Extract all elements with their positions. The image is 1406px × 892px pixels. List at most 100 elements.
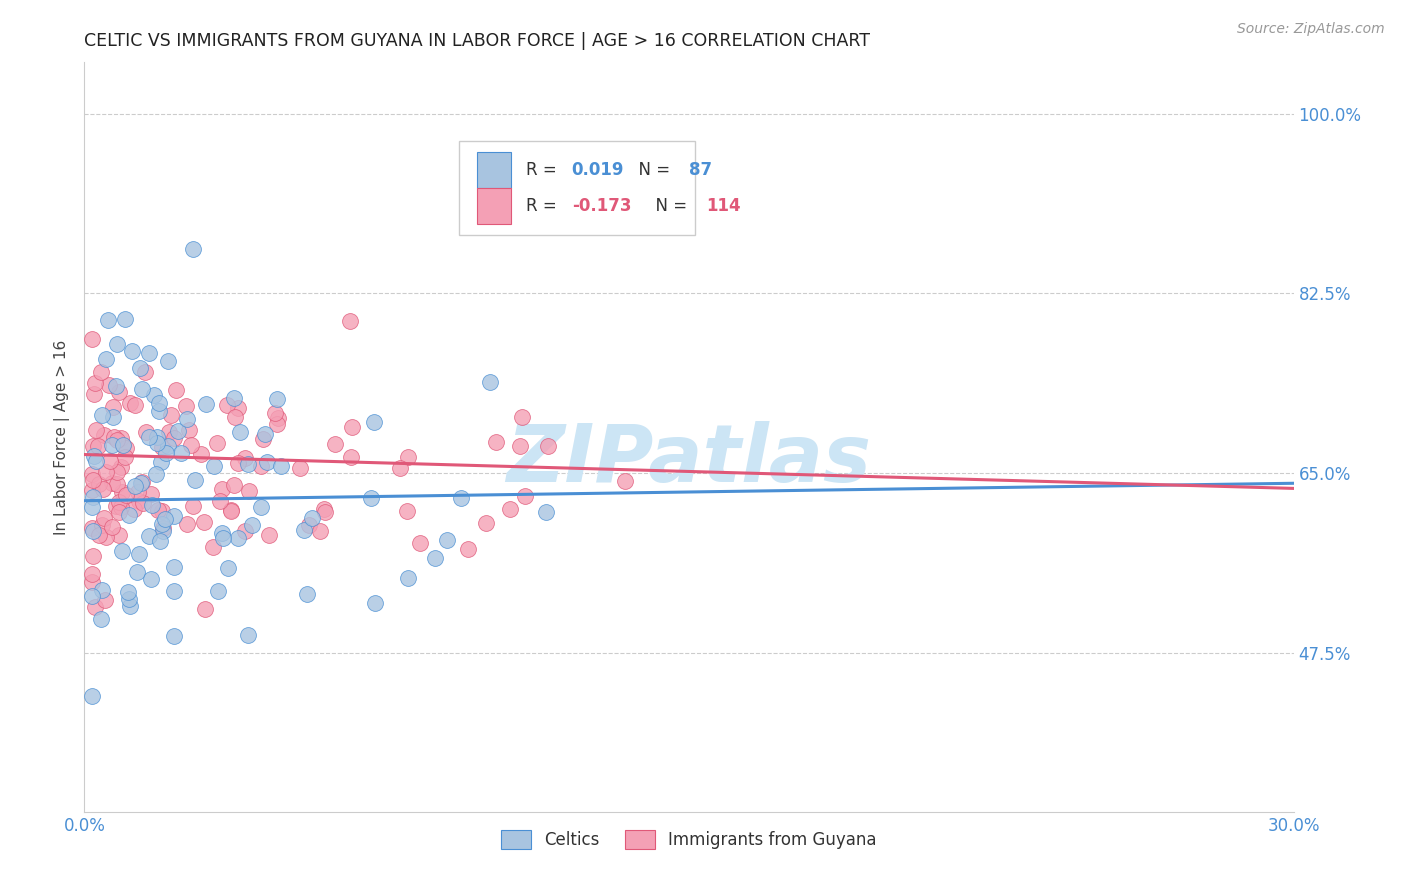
Point bbox=[450, 491, 472, 506]
Point bbox=[84, 376, 107, 390]
Point bbox=[138, 345, 160, 359]
Text: CELTIC VS IMMIGRANTS FROM GUYANA IN LABOR FORCE | AGE > 16 CORRELATION CHART: CELTIC VS IMMIGRANTS FROM GUYANA IN LABO… bbox=[84, 32, 870, 50]
Point bbox=[292, 523, 315, 537]
Point bbox=[139, 572, 162, 586]
Point bbox=[148, 503, 170, 517]
Point bbox=[162, 431, 184, 445]
Point bbox=[537, 439, 560, 453]
Point bbox=[157, 425, 180, 439]
Point bbox=[121, 344, 143, 359]
Point bbox=[114, 312, 136, 326]
Point bbox=[409, 535, 432, 549]
Point bbox=[250, 459, 273, 474]
Point bbox=[250, 500, 273, 515]
Point bbox=[93, 511, 115, 525]
Point bbox=[226, 531, 249, 545]
Point bbox=[87, 476, 110, 491]
Point bbox=[167, 424, 190, 438]
Point bbox=[222, 477, 245, 491]
Point bbox=[91, 482, 114, 496]
Text: Source: ZipAtlas.com: Source: ZipAtlas.com bbox=[1237, 22, 1385, 37]
Point bbox=[614, 474, 637, 488]
Point bbox=[155, 445, 177, 459]
Point bbox=[176, 517, 198, 532]
Point bbox=[135, 425, 157, 440]
Point bbox=[163, 560, 186, 574]
Point bbox=[127, 485, 149, 500]
Point bbox=[125, 565, 148, 579]
Point bbox=[82, 549, 104, 563]
Point bbox=[509, 439, 531, 453]
Point bbox=[342, 419, 364, 434]
Y-axis label: In Labor Force | Age > 16: In Labor Force | Age > 16 bbox=[55, 340, 70, 534]
Point bbox=[108, 384, 131, 399]
Point bbox=[98, 453, 121, 467]
Point bbox=[124, 398, 146, 412]
Point bbox=[252, 432, 274, 446]
Text: 87: 87 bbox=[689, 161, 711, 178]
Point bbox=[226, 456, 249, 470]
Point bbox=[267, 411, 290, 425]
Point bbox=[240, 517, 263, 532]
Point bbox=[195, 397, 218, 411]
Point bbox=[82, 689, 104, 703]
Point bbox=[110, 431, 132, 445]
Point bbox=[205, 436, 228, 450]
Point bbox=[475, 516, 498, 531]
Text: R =: R = bbox=[526, 196, 562, 215]
Point bbox=[290, 461, 312, 475]
Point bbox=[108, 527, 131, 541]
Point bbox=[176, 399, 198, 413]
Point bbox=[163, 583, 186, 598]
Point bbox=[105, 337, 128, 351]
Point bbox=[224, 410, 246, 425]
Point bbox=[118, 508, 141, 522]
Point bbox=[256, 455, 278, 469]
Point bbox=[202, 458, 225, 473]
Point bbox=[222, 391, 245, 405]
FancyBboxPatch shape bbox=[460, 141, 695, 235]
Point bbox=[211, 525, 233, 540]
Point bbox=[236, 457, 259, 471]
Point bbox=[181, 242, 204, 256]
Point bbox=[436, 533, 458, 547]
Point bbox=[146, 430, 169, 444]
Point bbox=[149, 455, 172, 469]
Point bbox=[165, 384, 187, 398]
Text: -0.173: -0.173 bbox=[572, 196, 631, 215]
Point bbox=[82, 439, 104, 453]
Point bbox=[93, 593, 115, 607]
Point bbox=[138, 430, 160, 444]
Point bbox=[84, 454, 107, 468]
Point bbox=[107, 505, 129, 519]
Point bbox=[114, 450, 136, 464]
Point bbox=[148, 403, 170, 417]
Point bbox=[169, 445, 191, 459]
Point bbox=[84, 424, 107, 438]
Point bbox=[270, 459, 292, 474]
Point bbox=[295, 587, 318, 601]
Point bbox=[90, 365, 112, 379]
Point bbox=[150, 440, 173, 454]
Point bbox=[395, 503, 418, 517]
Point bbox=[163, 509, 186, 524]
Point bbox=[339, 314, 361, 328]
Point bbox=[83, 449, 105, 463]
Point bbox=[90, 612, 112, 626]
Point bbox=[184, 473, 207, 487]
Point bbox=[91, 409, 114, 423]
Point bbox=[301, 511, 323, 525]
Point bbox=[107, 477, 129, 491]
Point bbox=[131, 382, 153, 396]
Point bbox=[396, 571, 419, 585]
Point bbox=[253, 426, 276, 441]
Point bbox=[425, 550, 447, 565]
Point bbox=[145, 467, 167, 482]
Point bbox=[110, 500, 132, 515]
Point bbox=[105, 466, 128, 480]
Point bbox=[90, 582, 112, 597]
Point bbox=[478, 375, 501, 389]
Point bbox=[96, 351, 118, 366]
Point bbox=[314, 501, 336, 516]
Point bbox=[217, 561, 239, 575]
